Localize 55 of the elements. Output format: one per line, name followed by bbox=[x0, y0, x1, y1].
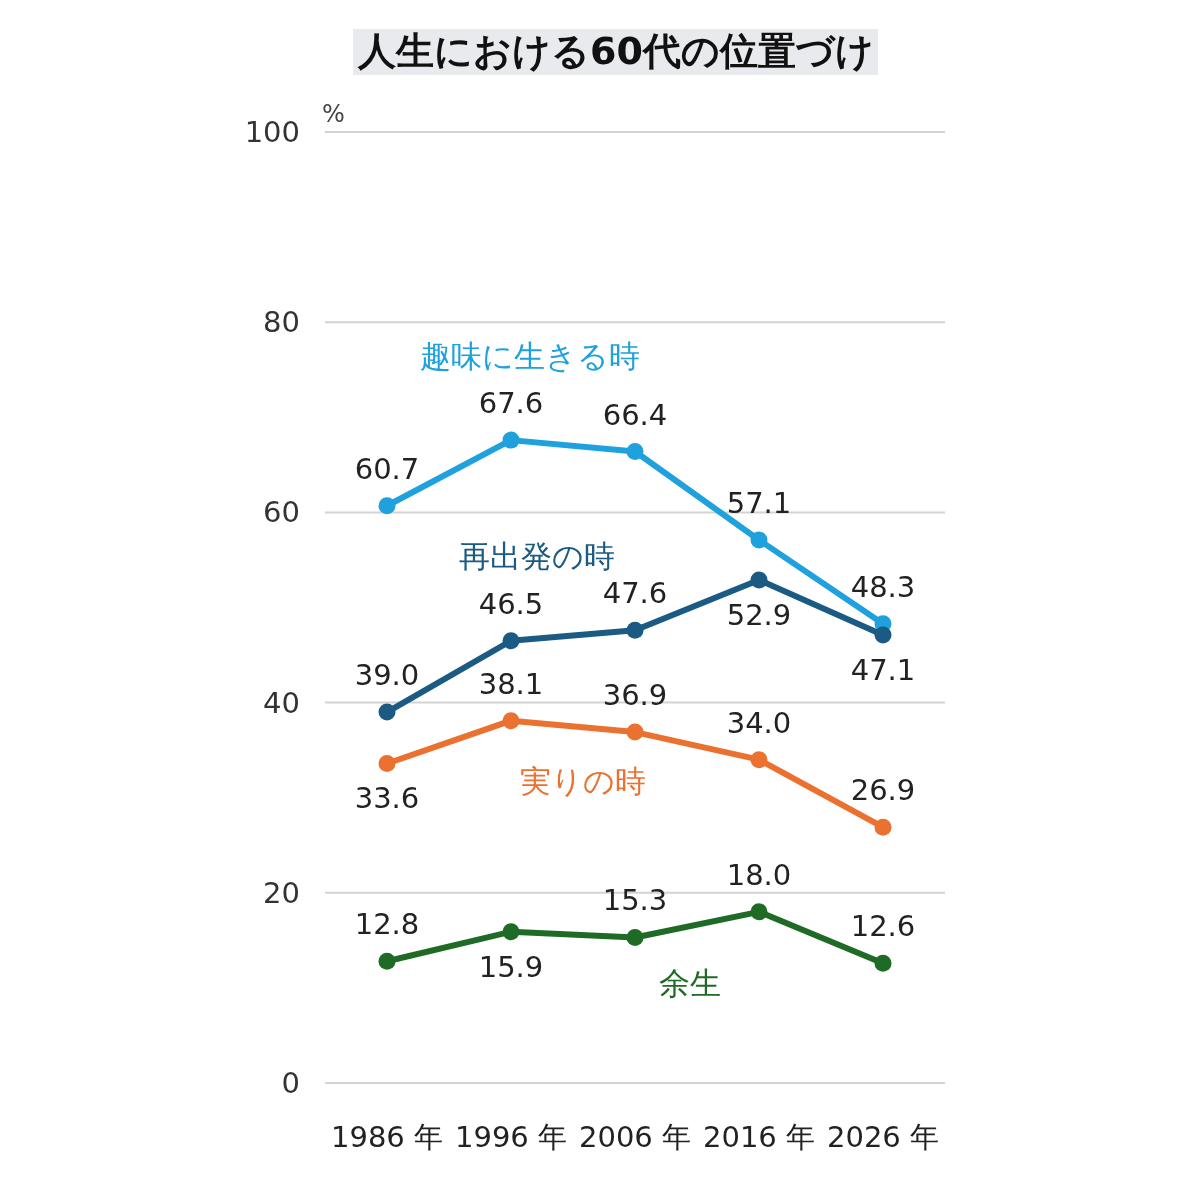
point bbox=[626, 929, 644, 946]
point bbox=[626, 443, 644, 461]
point bbox=[378, 497, 396, 515]
series-label: 余生 bbox=[658, 965, 721, 1001]
y-tick-label: 80 bbox=[263, 305, 300, 340]
data-label: 38.1 bbox=[478, 666, 544, 701]
point bbox=[874, 626, 892, 644]
series-label: 再出発の時 bbox=[459, 538, 616, 574]
x-tick-label: 1996 年 bbox=[454, 1120, 568, 1154]
point bbox=[502, 923, 520, 941]
point bbox=[626, 621, 644, 639]
point bbox=[502, 632, 520, 650]
y-tick-label: 20 bbox=[263, 875, 300, 910]
series-label: 実りの時 bbox=[519, 763, 646, 799]
data-label: 15.9 bbox=[478, 949, 544, 984]
data-label: 57.1 bbox=[726, 485, 792, 520]
data-label: 34.0 bbox=[726, 705, 792, 740]
point bbox=[378, 703, 396, 721]
point bbox=[750, 571, 768, 589]
point bbox=[874, 954, 892, 972]
data-label: 15.3 bbox=[602, 883, 668, 918]
point bbox=[750, 903, 768, 921]
data-label: 26.9 bbox=[850, 773, 916, 808]
x-tick-label: 1986 年 bbox=[330, 1120, 444, 1154]
series-label: 趣味に生きる時 bbox=[419, 338, 640, 374]
y-tick-label: 100 bbox=[244, 115, 300, 149]
data-label: 46.5 bbox=[478, 586, 544, 621]
x-tick-label: 2006 年 bbox=[578, 1120, 692, 1154]
data-label: 18.0 bbox=[726, 857, 792, 892]
y-axis-title: % bbox=[322, 100, 345, 128]
data-label: 39.0 bbox=[354, 658, 420, 693]
data-label: 47.6 bbox=[602, 576, 668, 611]
x-tick-label: 2016 年 bbox=[702, 1120, 816, 1154]
y-tick-label: 0 bbox=[281, 1066, 300, 1100]
data-label: 36.9 bbox=[602, 678, 668, 713]
data-label: 47.1 bbox=[850, 653, 916, 688]
data-label: 67.6 bbox=[478, 386, 544, 421]
data-label: 33.6 bbox=[354, 781, 420, 816]
y-tick-label: 40 bbox=[263, 685, 300, 720]
point bbox=[502, 431, 520, 449]
data-label: 60.7 bbox=[354, 451, 420, 486]
point bbox=[378, 754, 396, 772]
point bbox=[750, 531, 768, 549]
data-label: 66.4 bbox=[602, 397, 668, 432]
data-label: 12.6 bbox=[850, 909, 916, 944]
data-label: 12.8 bbox=[354, 907, 420, 942]
point bbox=[874, 818, 892, 836]
point bbox=[502, 712, 520, 730]
data-label: 52.9 bbox=[726, 597, 792, 632]
data-label: 48.3 bbox=[850, 569, 916, 604]
y-tick-label: 60 bbox=[263, 495, 300, 530]
point bbox=[626, 723, 644, 741]
x-tick-label: 2026 年 bbox=[826, 1120, 940, 1154]
point bbox=[750, 751, 768, 769]
point bbox=[378, 952, 396, 970]
